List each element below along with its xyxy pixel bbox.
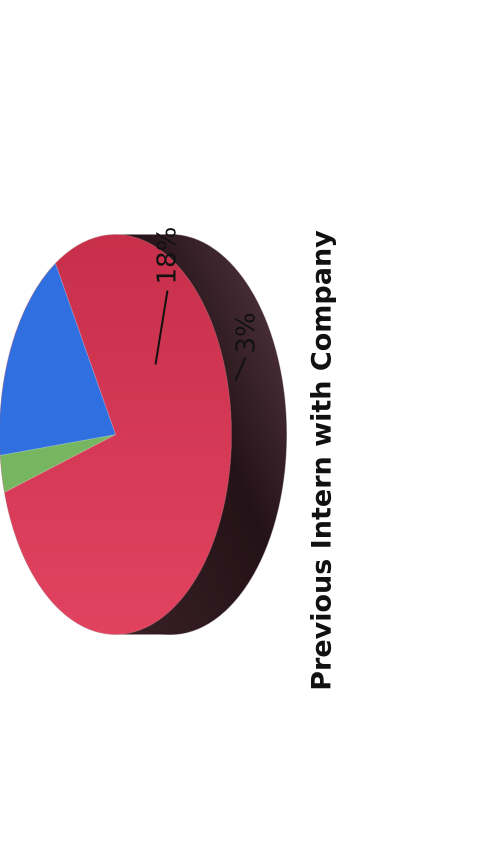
pie-group bbox=[0, 234, 287, 635]
pie-slice-yes bbox=[0, 262, 117, 456]
chart-title: Previous Intern with Company bbox=[307, 230, 338, 691]
pie-slice-no bbox=[3, 234, 232, 635]
pie-slice-n-a bbox=[0, 434, 116, 494]
data-label-yes: 18% bbox=[153, 227, 183, 285]
data-label-n-a: 3% bbox=[232, 312, 262, 353]
chart-rotated-group: Previous Intern with Company YesNoN/A 18… bbox=[0, 227, 338, 691]
leader-line-n-a bbox=[234, 357, 247, 381]
data-labels: 18%79%3% bbox=[153, 227, 262, 381]
pie-side-shadow bbox=[115, 234, 287, 635]
pie-top-rim bbox=[0, 234, 232, 635]
leader-line-yes bbox=[154, 290, 169, 365]
